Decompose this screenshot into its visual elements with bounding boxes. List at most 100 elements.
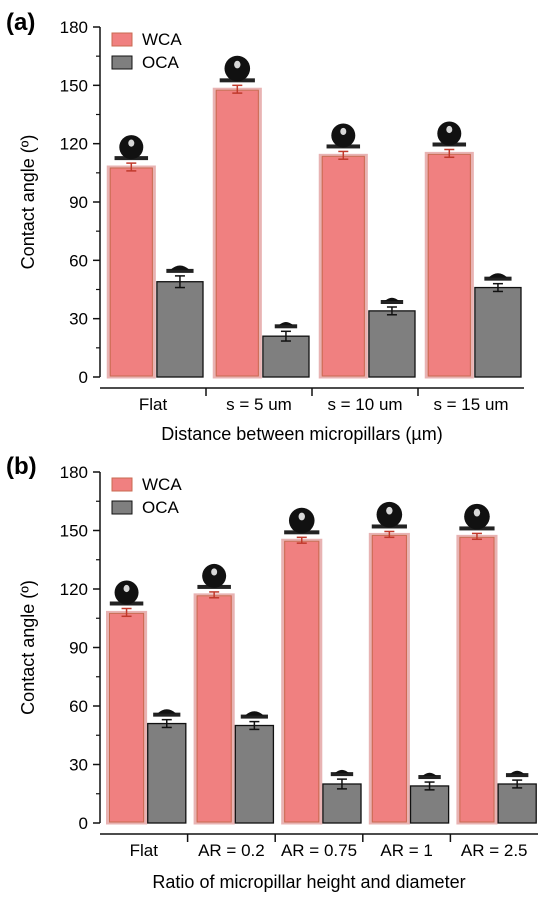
- droplet-icon: [219, 55, 255, 83]
- bars: [106, 501, 537, 825]
- axes: 0 30 60 90 120 150 180 Flat AR = 0.2 AR = 0.75 AR …: [60, 463, 538, 860]
- bar-wca: [281, 538, 323, 825]
- x-tick-label: Flat: [130, 841, 159, 860]
- droplet-icon: [432, 121, 467, 147]
- legend-swatch-wca: [111, 32, 133, 47]
- bar-oca: [322, 783, 362, 824]
- bar-oca: [474, 286, 522, 378]
- bar-wca: [424, 151, 474, 379]
- x-tick-label: AR = 1: [380, 841, 432, 860]
- y-tick-label: 0: [79, 368, 88, 387]
- y-tick-label: 150: [60, 522, 88, 541]
- droplet-body: [202, 563, 227, 588]
- chart-b-svg: (b) 0 30 60 90 120 150 180 Flat AR = 0.2 AR = 0.75…: [6, 453, 538, 892]
- chart-panel-a: (a) 0 30 60 90 120 150 180 Flat s = 5 um s = 10 um…: [0, 0, 550, 450]
- y-tick-label: 60: [69, 697, 88, 716]
- bars: [106, 55, 522, 379]
- bar-wca: [193, 593, 235, 825]
- x-tick-label: AR = 0.2: [198, 841, 265, 860]
- droplet-body: [464, 503, 490, 530]
- y-tick-label: 150: [60, 76, 88, 95]
- bar-wca: [368, 532, 410, 825]
- droplet-highlight: [298, 512, 305, 521]
- y-tick-label: 120: [60, 135, 88, 154]
- droplet-body: [119, 135, 144, 160]
- legend-swatch-oca: [111, 500, 133, 515]
- x-tick-label: Flat: [139, 395, 168, 414]
- droplet-icon: [371, 501, 407, 529]
- droplet-icon: [380, 297, 404, 304]
- droplet-body: [488, 273, 508, 278]
- droplet-body: [114, 580, 139, 605]
- droplet-substrate: [484, 276, 512, 281]
- droplet-icon: [326, 123, 361, 149]
- chart-panel-b: (b) 0 30 60 90 120 150 180 Flat AR = 0.2 AR = 0.75…: [0, 450, 550, 901]
- legend-swatch-oca: [111, 55, 133, 70]
- droplet-body: [170, 265, 190, 270]
- droplet-substrate: [330, 772, 354, 777]
- droplet-icon: [505, 770, 529, 778]
- droplet-substrate: [240, 714, 268, 719]
- x-axis-label: Ratio of micropillar height and diameter: [152, 872, 465, 892]
- legend-label-oca: OCA: [142, 53, 180, 72]
- droplet-body: [376, 501, 403, 528]
- x-tick-label: s = 5 um: [226, 395, 292, 414]
- droplet-icon: [330, 769, 354, 777]
- droplet-highlight: [128, 139, 135, 147]
- y-tick-label: 60: [69, 251, 88, 270]
- bar-wca: [106, 610, 148, 825]
- droplet-substrate: [153, 712, 181, 717]
- droplet-icon: [274, 322, 298, 329]
- bar-wca: [106, 165, 156, 379]
- droplet-body: [157, 709, 177, 714]
- bar-wca: [318, 153, 368, 379]
- droplet-substrate: [505, 773, 529, 778]
- legend-swatch-wca: [111, 477, 133, 492]
- y-axis-label: Contact angle (º): [18, 580, 38, 715]
- droplet-highlight: [211, 568, 218, 576]
- chart-a-svg: (a) 0 30 60 90 120 150 180 Flat s = 5 um s = 10 um…: [6, 9, 524, 444]
- legend-label-oca: OCA: [142, 498, 180, 517]
- droplet-icon: [114, 135, 149, 161]
- bar-oca: [262, 335, 310, 378]
- axes: 0 30 60 90 120 150 180 Flat s = 5 um s = 10 um s =…: [60, 18, 524, 414]
- droplet-highlight: [446, 125, 453, 134]
- bar-oca: [368, 310, 416, 378]
- y-tick-label: 90: [69, 639, 88, 658]
- y-tick-label: 0: [79, 814, 88, 833]
- droplet-icon: [109, 580, 144, 606]
- y-axis-label: Contact angle (º): [18, 135, 38, 270]
- droplet-substrate: [166, 268, 194, 273]
- bar-wca: [212, 87, 262, 379]
- y-tick-label: 30: [69, 310, 88, 329]
- droplet-icon: [284, 507, 320, 535]
- x-tick-label: AR = 0.75: [281, 841, 357, 860]
- droplet-body: [278, 322, 294, 326]
- y-tick-label: 180: [60, 18, 88, 37]
- y-tick-label: 90: [69, 193, 88, 212]
- x-axis-label: Distance between micropillars (µm): [161, 424, 442, 444]
- droplet-highlight: [386, 506, 393, 515]
- bar-oca: [497, 783, 537, 824]
- droplet-body: [288, 507, 315, 534]
- x-tick-label: s = 10 um: [327, 395, 402, 414]
- droplet-highlight: [473, 508, 481, 517]
- droplet-highlight: [340, 127, 347, 136]
- droplet-body: [331, 123, 356, 148]
- droplet-body: [244, 711, 264, 716]
- droplet-icon: [166, 265, 194, 273]
- y-tick-label: 180: [60, 463, 88, 482]
- droplet-substrate: [418, 775, 441, 780]
- droplet-body: [509, 770, 525, 775]
- droplet-icon: [153, 709, 181, 717]
- panel-label: (b): [6, 453, 37, 480]
- droplet-body: [384, 297, 400, 301]
- droplet-substrate: [274, 324, 298, 329]
- x-tick-label: AR = 2.5: [461, 841, 528, 860]
- panel-label: (a): [6, 9, 35, 36]
- legend: WCA OCA: [111, 475, 182, 517]
- droplet-substrate: [380, 300, 404, 304]
- x-tick-label: s = 15 um: [433, 395, 508, 414]
- droplet-body: [224, 55, 251, 82]
- droplet-body: [334, 769, 350, 774]
